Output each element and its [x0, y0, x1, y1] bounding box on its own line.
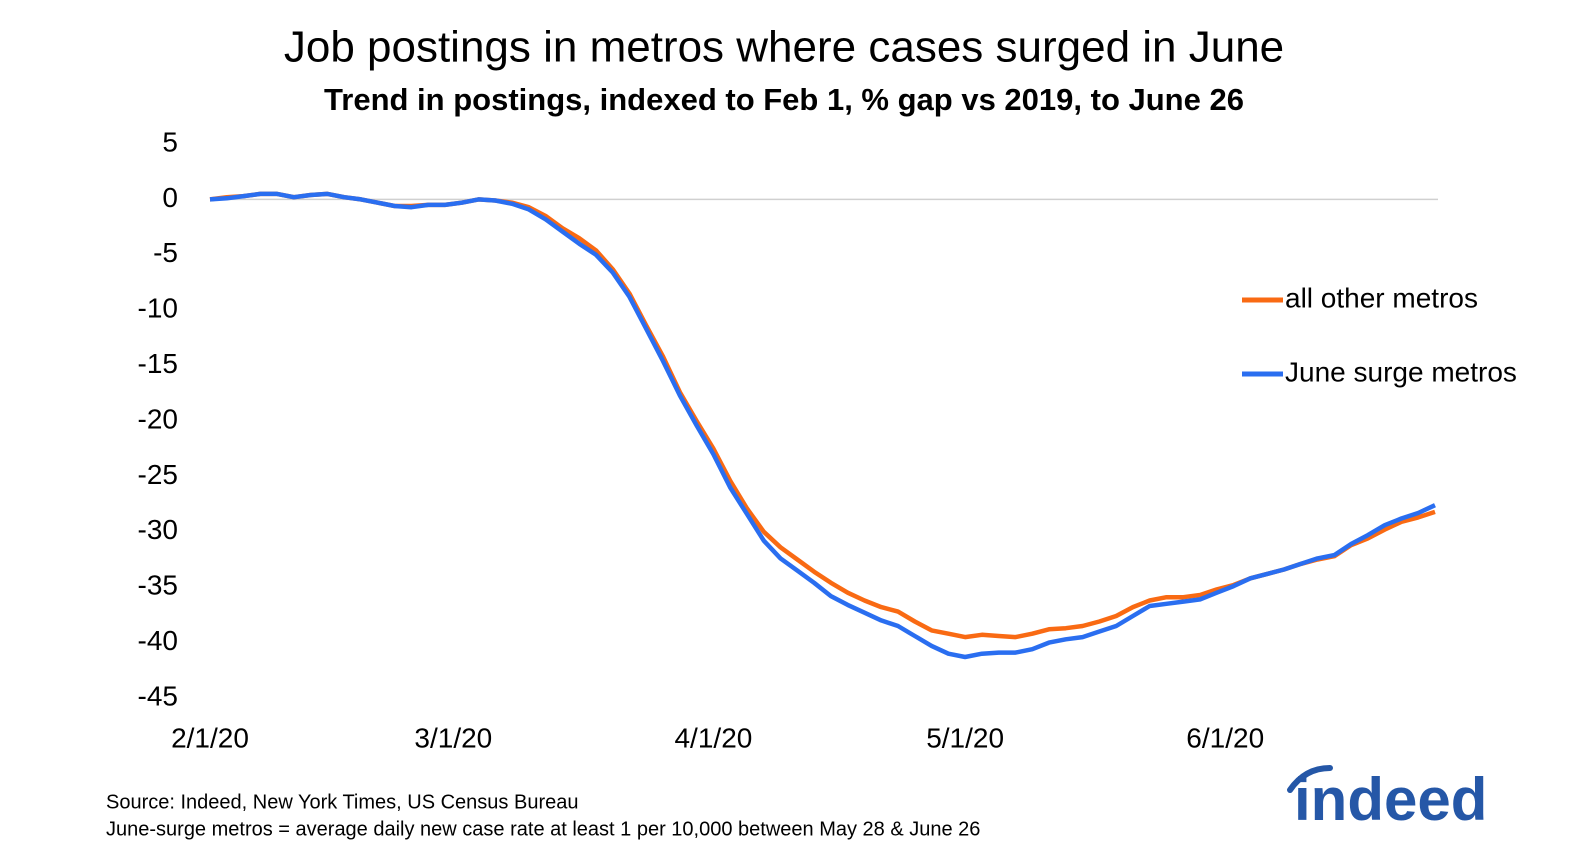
y-tick-label: -40	[138, 625, 178, 656]
y-tick-label: -45	[138, 680, 178, 711]
y-tick-label: -25	[138, 459, 178, 490]
series-line	[209, 191, 1436, 660]
y-tick-label: 5	[162, 126, 178, 157]
series-line	[209, 191, 1436, 640]
y-tick-label: -30	[138, 514, 178, 545]
y-tick-label: -20	[138, 403, 178, 434]
source-note: Source: Indeed, New York Times, US Censu…	[106, 791, 578, 813]
chart-subtitle: Trend in postings, indexed to Feb 1, % g…	[324, 82, 1244, 117]
x-tick-label: 5/1/20	[926, 722, 1004, 753]
x-tick-label: 4/1/20	[674, 722, 752, 753]
legend-label: all other metros	[1285, 282, 1478, 313]
x-tick-label: 2/1/20	[171, 722, 249, 753]
x-tick-label: 6/1/20	[1186, 722, 1264, 753]
y-tick-label: -35	[138, 570, 178, 601]
logo: indeed	[1294, 766, 1487, 833]
legend-label: June surge metros	[1285, 356, 1517, 387]
y-tick-label: -15	[138, 348, 178, 379]
logo-arc	[1287, 765, 1333, 793]
x-tick-label: 3/1/20	[414, 722, 492, 753]
y-tick-label: -5	[153, 237, 178, 268]
y-tick-label: -10	[138, 293, 178, 324]
chart-title: Job postings in metros where cases surge…	[284, 23, 1284, 72]
y-tick-label: 0	[162, 182, 178, 213]
definition-note: June-surge metros = average daily new ca…	[106, 818, 980, 840]
